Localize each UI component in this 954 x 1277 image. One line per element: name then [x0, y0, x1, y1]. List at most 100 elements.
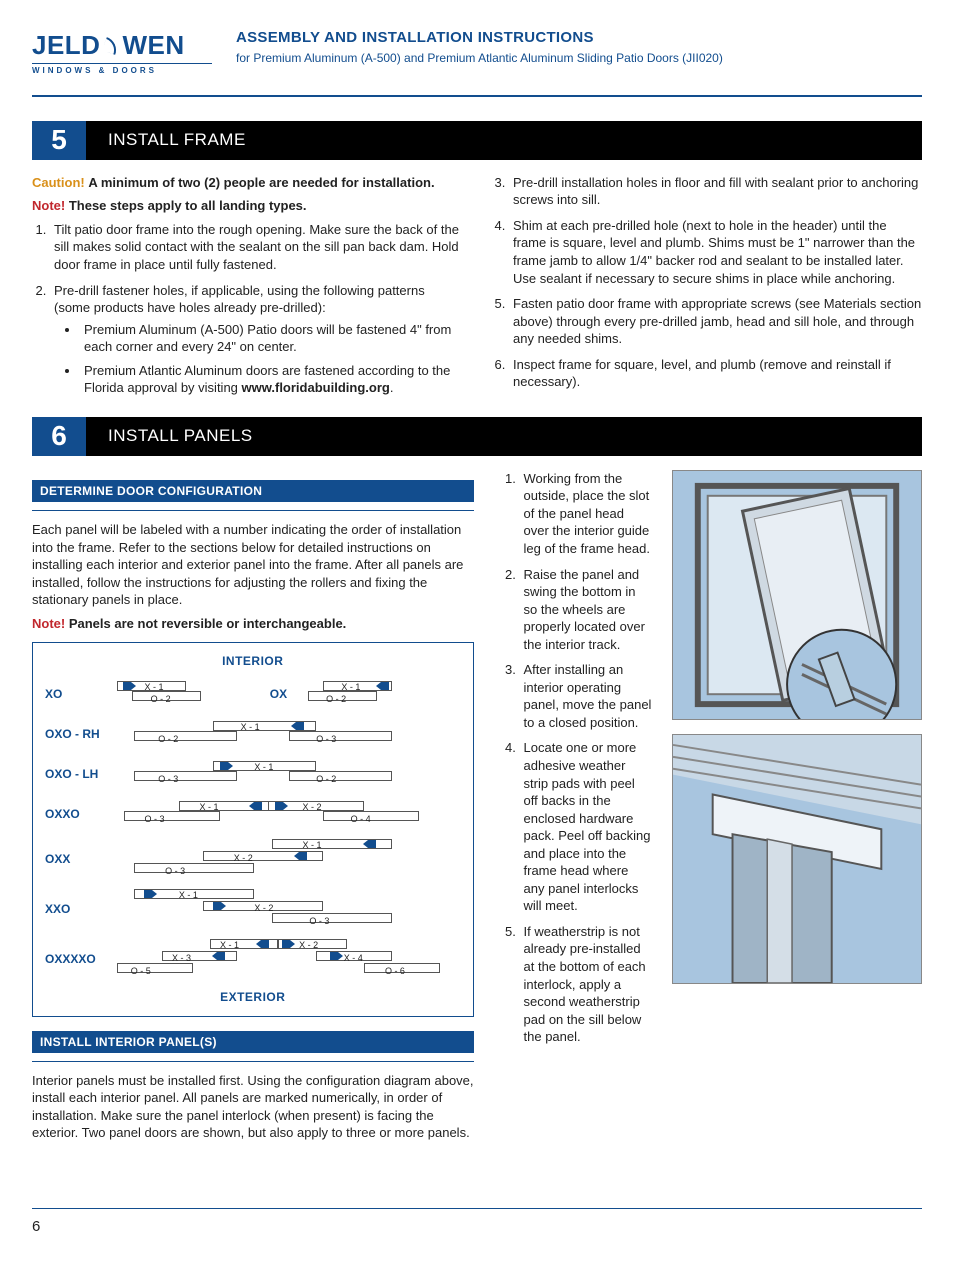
lbl: X - 1: [254, 761, 273, 773]
lbl: X - 1: [302, 839, 321, 851]
bullet-link: www.floridabuilding.org: [242, 380, 390, 395]
lbl: X - 1: [220, 939, 239, 951]
note-label: Note!: [32, 198, 65, 213]
cfg-oxo-lh: OXO - LH X - 1 O - 3 O - 2: [45, 759, 461, 789]
lbl: X - 4: [344, 952, 363, 964]
lbl: O - 3: [158, 773, 178, 785]
lbl: X - 1: [199, 801, 218, 813]
step6-intro: Each panel will be labeled with a number…: [32, 521, 474, 609]
sub-header-determine: DETERMINE DOOR CONFIGURATION: [32, 480, 474, 502]
list-item: Shim at each pre-drilled hole (next to h…: [509, 217, 922, 287]
lbl: O - 3: [316, 733, 336, 745]
list-item: Working from the outside, place the slot…: [520, 470, 652, 558]
list-item: Pre-drill installation holes in floor an…: [509, 174, 922, 209]
cfg-oxxo: OXXO X - 1 X - 2 O - 3 O - 4: [45, 799, 461, 829]
brand-logo: JELD WEN WINDOWS & DOORS: [32, 28, 212, 77]
cfg-tracks: X - 1 O - 3 O - 2: [117, 759, 461, 789]
list-item: After installing an interior operating p…: [520, 661, 652, 731]
caution-label: Caution!: [32, 175, 85, 190]
step5-right-list: Pre-drill installation holes in floor an…: [491, 174, 922, 391]
logo-text-1: JELD: [32, 28, 100, 63]
cfg-xo-ox: XO X - 1 O - 2 OX X - 1 O - 2: [45, 679, 461, 709]
cfg-oxxxxo: OXXXXO X - 1 X - 2 X - 3 X - 4: [45, 939, 461, 979]
cfg-tracks: X - 1 X - 2 O - 3: [117, 889, 461, 929]
caution-text: A minimum of two (2) people are needed f…: [88, 175, 434, 190]
cfg-oxx: OXX X - 1 X - 2 O - 3: [45, 839, 461, 879]
illustrations: [672, 470, 922, 1148]
panel-install-steps: Working from the outside, place the slot…: [502, 470, 652, 1140]
lbl: X - 2: [254, 902, 273, 914]
note-text: These steps apply to all landing types.: [69, 198, 307, 213]
lbl: X - 2: [302, 801, 321, 813]
note-text-2: Panels are not reversible or interchange…: [69, 616, 346, 631]
cfg-label: OXXO: [45, 806, 117, 822]
cfg-label: XXO: [45, 901, 117, 917]
list-item: Pre-drill fastener holes, if applicable,…: [50, 282, 463, 397]
diagram-exterior-label: EXTERIOR: [45, 989, 461, 1005]
doc-title: ASSEMBLY AND INSTALLATION INSTRUCTIONS: [236, 28, 723, 48]
sub-rule: [32, 510, 474, 511]
step5-bar: 5 INSTALL FRAME: [32, 121, 922, 160]
step5-right: Pre-drill installation holes in floor an…: [491, 174, 922, 405]
list-item: Raise the panel and swing the bottom in …: [520, 566, 652, 654]
cfg-label: OXXXXO: [45, 951, 117, 967]
note-line: Note! These steps apply to all landing t…: [32, 197, 463, 215]
cfg-tracks: X - 1 O - 2: [308, 679, 461, 709]
step5-left-list: Tilt patio door frame into the rough ope…: [32, 221, 463, 397]
lbl: O - 3: [165, 865, 185, 877]
diagram-interior-label: INTERIOR: [45, 653, 461, 669]
step6-title: INSTALL PANELS: [86, 417, 922, 456]
interior-panel-text: Interior panels must be installed first.…: [32, 1072, 474, 1142]
logo-text-2: WEN: [122, 28, 184, 63]
step6-note: Note! Panels are not reversible or inter…: [32, 615, 474, 633]
lbl: O - 2: [326, 693, 346, 705]
cfg-tracks: X - 1 X - 2 X - 3 X - 4 O - 5 O - 6: [117, 939, 461, 979]
list-item-text: Pre-drill fastener holes, if applicable,…: [54, 283, 425, 316]
page-number: 6: [32, 1217, 922, 1237]
step6-bar: 6 INSTALL PANELS: [32, 417, 922, 456]
lbl: X - 1: [341, 681, 360, 693]
logo-swoosh-icon: [102, 37, 120, 55]
sub-header-interior: INSTALL INTERIOR PANEL(S): [32, 1031, 474, 1053]
sub-rule-2: [32, 1061, 474, 1062]
lbl: O - 3: [309, 915, 329, 927]
lbl: O - 5: [131, 965, 151, 977]
cfg-tracks: X - 1 O - 2 O - 3: [117, 719, 461, 749]
note-label-2: Note!: [32, 616, 65, 631]
illustration-track-detail: [672, 734, 922, 984]
cfg-label: OXX: [45, 851, 117, 867]
illustration-panel-insert: [672, 470, 922, 720]
cfg-label: OX: [270, 686, 308, 702]
list-item: If weatherstrip is not already pre-insta…: [520, 923, 652, 1046]
list-item: Inspect frame for square, level, and plu…: [509, 356, 922, 391]
cfg-tracks: X - 1 X - 2 O - 3: [117, 839, 461, 879]
step6-left: DETERMINE DOOR CONFIGURATION Each panel …: [32, 470, 474, 1148]
doc-subtitle: for Premium Aluminum (A-500) and Premium…: [236, 50, 723, 66]
lbl: O - 3: [144, 813, 164, 825]
footer-rule: [32, 1208, 922, 1209]
step5-body: Caution! A minimum of two (2) people are…: [32, 174, 922, 405]
step6-number: 6: [32, 417, 86, 456]
step5-title: INSTALL FRAME: [86, 121, 922, 160]
lbl: X - 2: [299, 939, 318, 951]
doc-heading: ASSEMBLY AND INSTALLATION INSTRUCTIONS f…: [236, 28, 723, 66]
step6-body: DETERMINE DOOR CONFIGURATION Each panel …: [32, 470, 922, 1148]
door-frame-icon: [673, 471, 921, 719]
lbl: O - 4: [351, 813, 371, 825]
bullet-item: Premium Atlantic Aluminum doors are fast…: [80, 362, 463, 397]
cfg-tracks: X - 1 X - 2 O - 3 O - 4: [117, 799, 461, 829]
step5-bullets: Premium Aluminum (A-500) Patio doors wil…: [54, 321, 463, 397]
track-detail-icon: [673, 735, 921, 983]
lbl: X - 1: [144, 681, 163, 693]
cfg-oxo-rh: OXO - RH X - 1 O - 2 O - 3: [45, 719, 461, 749]
header-rule: [32, 95, 922, 97]
step6-right: Working from the outside, place the slot…: [502, 470, 922, 1148]
step5-number: 5: [32, 121, 86, 160]
lbl: X - 2: [234, 852, 253, 864]
page-header: JELD WEN WINDOWS & DOORS ASSEMBLY AND IN…: [32, 28, 922, 77]
bullet-item: Premium Aluminum (A-500) Patio doors wil…: [80, 321, 463, 356]
lbl: O - 2: [316, 773, 336, 785]
cfg-xxo: XXO X - 1 X - 2 O - 3: [45, 889, 461, 929]
cfg-label: XO: [45, 686, 117, 702]
list-item: Locate one or more adhesive weather stri…: [520, 739, 652, 914]
